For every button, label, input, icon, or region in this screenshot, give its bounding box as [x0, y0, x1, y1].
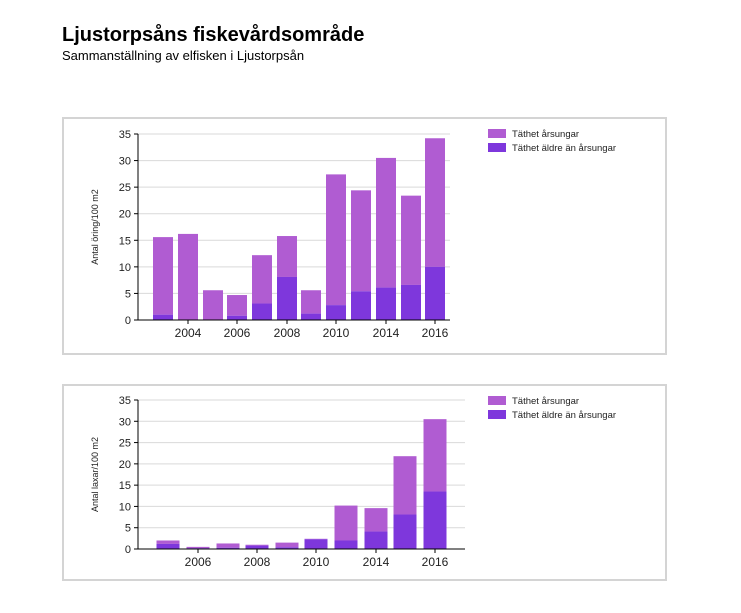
- y-tick-label: 20: [119, 209, 131, 221]
- bar-arsungar-2006: [227, 295, 247, 316]
- y-tick-label: 20: [119, 459, 131, 471]
- bar-arsungar-2006: [186, 546, 210, 549]
- bar-arsungar-2009: [275, 542, 299, 548]
- bar-aldre-2008: [277, 276, 297, 320]
- bar-arsungar-2011: [351, 190, 371, 292]
- bar-aldre-2010: [326, 305, 346, 320]
- bar-arsungar-2005: [203, 290, 223, 320]
- y-tick-label: 30: [119, 156, 131, 168]
- bar-aldre-2011: [334, 540, 358, 549]
- bar-arsungar-2016: [425, 138, 445, 267]
- y-tick-label: 35: [119, 129, 131, 141]
- bar-aldre-2005: [156, 543, 180, 549]
- bar-arsungar-2015: [393, 456, 417, 515]
- bar-aldre-2016: [423, 491, 447, 549]
- y-tick-label: 30: [119, 416, 131, 428]
- y-tick-label: 0: [125, 544, 131, 556]
- bar-arsungar-2015: [401, 195, 421, 285]
- bar-aldre-2015: [393, 514, 417, 549]
- bar-arsungar-2004: [178, 233, 198, 320]
- bar-arsungar-2016: [423, 419, 447, 492]
- legend-swatch: [488, 396, 506, 405]
- legend-swatch: [488, 129, 506, 138]
- legend-swatch: [488, 143, 506, 152]
- bar-arsungar-2008: [277, 236, 297, 277]
- bar-aldre-2011: [351, 291, 371, 320]
- bar-arsungar-2008: [245, 544, 269, 546]
- x-tick-label: 2006: [185, 555, 212, 569]
- chart-laxar: 0 5 10 15 20 25 30 35 2006 2008 2010 2014 2016 Antal …: [90, 395, 616, 569]
- y-tick-label: 35: [119, 395, 131, 407]
- bar-aldre-2014: [376, 287, 396, 320]
- page-subtitle: Sammanställning av elfisken i Ljustorpså…: [62, 48, 305, 63]
- x-tick-label: 2016: [422, 555, 449, 569]
- bar-aldre-2007: [216, 547, 240, 549]
- bar-arsungar-2003: [153, 237, 173, 315]
- legend-label: Täthet årsungar: [512, 396, 579, 407]
- bar-aldre-2009: [275, 547, 299, 549]
- y-tick-label: 25: [119, 182, 131, 194]
- bar-arsungar-2007: [252, 255, 272, 304]
- y-tick-label: 15: [119, 235, 131, 247]
- y-tick-label: 25: [119, 438, 131, 450]
- x-tick-label: 2014: [363, 555, 390, 569]
- y-tick-label: 15: [119, 480, 131, 492]
- bar-aldre-2008: [245, 545, 269, 549]
- legend-label: Täthet årsungar: [512, 129, 579, 140]
- chart-oring: 0 5 10 15 20 25 30 35 2004 2006 2008 2010 2014 2016 An…: [90, 129, 616, 340]
- bar-arsungar-2010: [326, 174, 346, 306]
- legend-label: Täthet äldre än årsungar: [512, 143, 616, 154]
- legend-label: Täthet äldre än årsungar: [512, 410, 616, 421]
- bar-aldre-2014: [364, 531, 388, 549]
- x-tick-label: 2004: [175, 326, 202, 340]
- bar-aldre-2015: [401, 284, 421, 320]
- x-tick-label: 2006: [224, 326, 251, 340]
- x-tick-label: 2014: [373, 326, 400, 340]
- bar-arsungar-2011: [334, 505, 358, 541]
- y-tick-label: 0: [125, 315, 131, 327]
- x-tick-label: 2008: [274, 326, 301, 340]
- bar-arsungar-2009: [301, 290, 321, 314]
- legend-swatch: [488, 410, 506, 419]
- y-tick-label: 5: [125, 288, 131, 300]
- x-tick-label: 2008: [244, 555, 271, 569]
- y-tick-label: 10: [119, 262, 131, 274]
- x-tick-label: 2010: [303, 555, 330, 569]
- y-axis-label: Antal laxar/100 m2: [90, 437, 100, 512]
- bar-arsungar-2014: [364, 508, 388, 532]
- bar-aldre-2009: [301, 313, 321, 320]
- bar-arsungar-2005: [156, 540, 180, 544]
- bar-aldre-2016: [425, 266, 445, 320]
- chart-panel-laxar: 0 5 10 15 20 25 30 35 2006 2008 2010 2014 2016 Antal …: [62, 384, 667, 581]
- bar-arsungar-2014: [376, 157, 396, 288]
- bar-aldre-2007: [252, 303, 272, 320]
- page-title: Ljustorpsåns fiskevårdsområde: [62, 24, 365, 46]
- y-axis-label: Antal öring/100 m2: [90, 189, 100, 265]
- bar-arsungar-2007: [216, 543, 240, 548]
- x-tick-label: 2016: [422, 326, 449, 340]
- x-tick-label: 2010: [323, 326, 350, 340]
- y-tick-label: 5: [125, 523, 131, 535]
- bar-aldre-2010: [304, 539, 328, 549]
- chart-panel-oring: 0 5 10 15 20 25 30 35 2004 2006 2008 2010 2014 2016 An…: [62, 117, 667, 355]
- y-tick-label: 10: [119, 501, 131, 513]
- bar-aldre-2003: [153, 314, 173, 320]
- bar-aldre-2006: [227, 315, 247, 320]
